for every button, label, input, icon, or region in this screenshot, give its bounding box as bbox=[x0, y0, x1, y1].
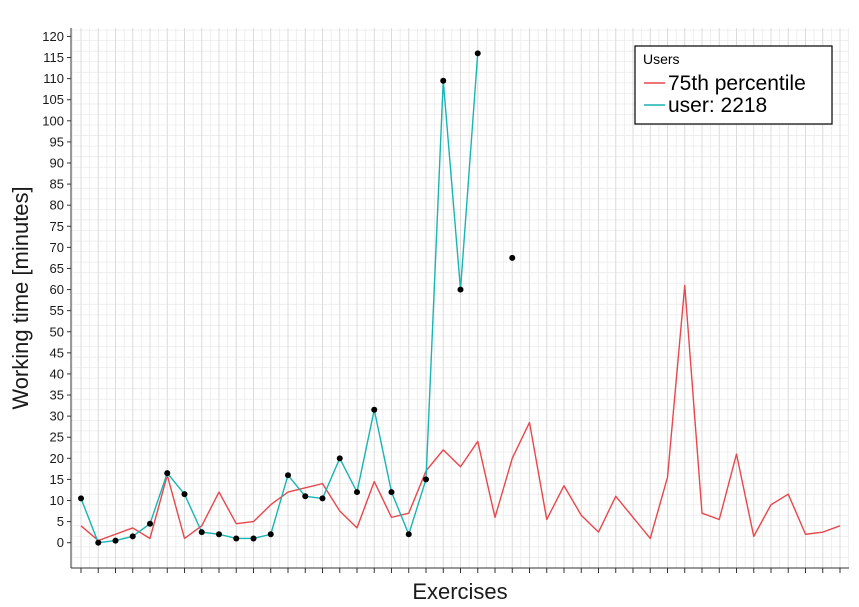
y-tick-label: 30 bbox=[50, 409, 64, 424]
y-tick-label: 35 bbox=[50, 388, 64, 403]
data-point-user-2218 bbox=[371, 406, 378, 413]
data-point-user-2218 bbox=[302, 493, 309, 500]
legend-label-75th-percentile: 75th percentile bbox=[668, 72, 806, 95]
y-tick-label: 65 bbox=[50, 261, 64, 276]
y-tick-label: 120 bbox=[42, 29, 64, 44]
y-tick-label: 25 bbox=[50, 430, 64, 445]
legend-box bbox=[634, 45, 833, 125]
y-axis: 0 5 10 15 20 25 30 35 40 45 50 55 60 65 70 75 80 85 90 95 10… bbox=[42, 28, 72, 568]
y-tick-label: 50 bbox=[50, 324, 64, 339]
data-point-user-2218 bbox=[250, 535, 257, 542]
y-tick-label: 70 bbox=[50, 240, 64, 255]
x-axis-title: Exercises bbox=[412, 579, 507, 604]
data-point-user-2218 bbox=[354, 489, 360, 496]
legend-title: Users bbox=[643, 51, 680, 67]
data-point-user-2218 bbox=[405, 531, 412, 538]
y-tick-label: 40 bbox=[50, 366, 64, 381]
y-tick-label: 5 bbox=[57, 514, 64, 529]
data-point-user-2218 bbox=[95, 539, 102, 546]
data-point-user-2218 bbox=[164, 470, 171, 477]
y-tick-label: 115 bbox=[43, 50, 64, 65]
x-axis bbox=[71, 567, 849, 573]
legend: Users 75th percentile user: 2218 bbox=[634, 45, 833, 125]
data-point-user-2218 bbox=[181, 491, 188, 498]
series-line-75th-percentile bbox=[80, 284, 841, 542]
y-tick-label: 110 bbox=[43, 71, 64, 86]
y-tick-label: 0 bbox=[57, 535, 64, 550]
data-point-user-2218 bbox=[216, 531, 222, 538]
data-point-user-2218 bbox=[112, 537, 119, 544]
y-tick-label: 45 bbox=[50, 345, 64, 360]
y-tick-label: 80 bbox=[50, 198, 64, 213]
y-axis-title: Working time [minutes] bbox=[8, 186, 33, 409]
data-point-user-2218 bbox=[285, 472, 291, 479]
y-tick-label: 105 bbox=[42, 92, 64, 107]
series-line-user-2218 bbox=[80, 53, 479, 544]
y-tick-label: 85 bbox=[50, 177, 64, 192]
y-tick-label: 95 bbox=[50, 134, 64, 149]
data-point-user-2218 bbox=[423, 476, 429, 483]
y-tick-label: 20 bbox=[50, 451, 64, 466]
data-point-user-2218 bbox=[336, 455, 343, 462]
data-point-user-2218 bbox=[319, 495, 326, 502]
y-tick-label: 75 bbox=[50, 219, 64, 234]
data-point-user-2218 bbox=[509, 254, 516, 261]
data-point-user-2218 bbox=[147, 520, 153, 527]
series-layer bbox=[78, 50, 841, 546]
y-tick-label: 10 bbox=[50, 493, 64, 508]
y-tick-label: 60 bbox=[50, 282, 64, 297]
data-point-user-2218 bbox=[474, 50, 481, 57]
y-tick-label: 55 bbox=[50, 303, 64, 318]
y-tick-label: 90 bbox=[50, 156, 64, 171]
data-point-user-2218 bbox=[267, 531, 274, 538]
data-point-user-2218 bbox=[129, 533, 136, 540]
legend-label-user-2218: user: 2218 bbox=[668, 94, 767, 117]
data-point-user-2218 bbox=[388, 489, 395, 496]
y-tick-label: 100 bbox=[42, 113, 64, 128]
data-point-user-2218 bbox=[440, 77, 447, 84]
y-tick-label: 15 bbox=[50, 472, 64, 487]
data-point-user-2218 bbox=[233, 535, 240, 542]
data-point-user-2218 bbox=[78, 495, 84, 502]
data-point-user-2218 bbox=[198, 529, 205, 536]
data-point-user-2218 bbox=[457, 286, 464, 293]
